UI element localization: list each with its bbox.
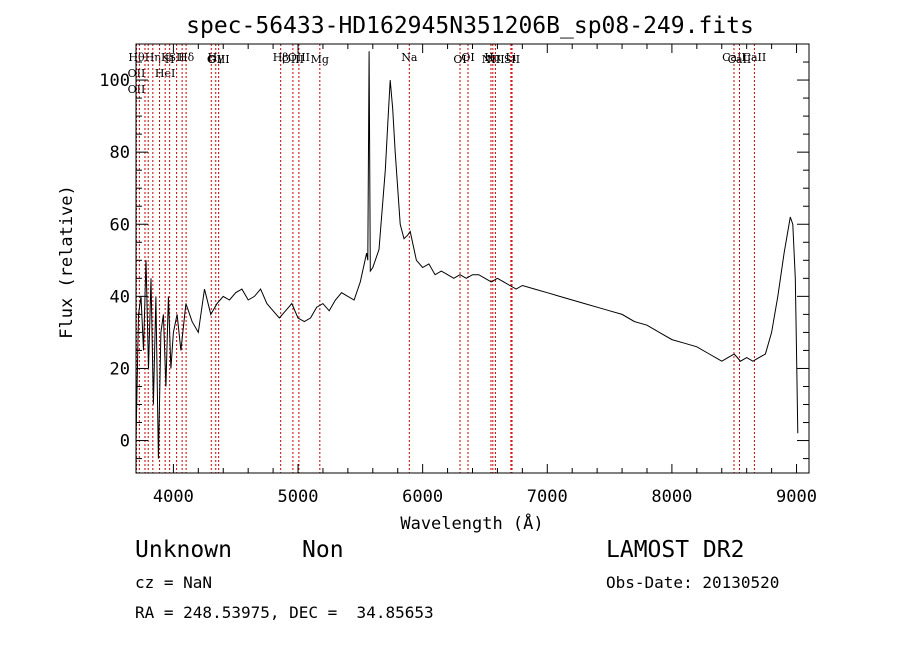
- spectral-line-label: G: [207, 53, 216, 66]
- y-tick-label: 100: [99, 71, 130, 91]
- spectral-line-label: Hα: [484, 51, 502, 64]
- spectral-line-label: OI: [453, 53, 466, 66]
- spectral-line-label: Hβ: [273, 51, 289, 64]
- object-subclass: Non: [302, 537, 344, 563]
- spectral-line-label: H: [165, 53, 175, 66]
- spectral-line-label: SII: [169, 51, 185, 64]
- object-class: Unknown: [135, 537, 232, 563]
- x-tick-label: 4000: [153, 487, 194, 507]
- axis-ticks: 4000 5000 6000 7000 8000 9000 0 20 40 60 80 100: [99, 44, 817, 507]
- chart-title: spec-56433-HD162945N351206B_sp08-249.fit…: [186, 13, 754, 39]
- spectral-line-label: OIII: [208, 53, 230, 66]
- spectral-line-label: Na: [401, 51, 418, 64]
- y-axis-label: Flux (relative): [57, 185, 77, 339]
- observation-date: Obs-Date: 20130520: [606, 573, 780, 592]
- survey-name: LAMOST DR2: [606, 537, 745, 563]
- spectral-line-label: Hθ: [128, 51, 145, 64]
- spectral-line-label: SII: [504, 53, 520, 66]
- coordinates: RA = 248.53975, DEC = 34.85653: [135, 603, 434, 622]
- spectral-line-label: CaII: [743, 51, 767, 64]
- y-tick-label: 0: [120, 432, 130, 452]
- x-axis-label: Wavelength (Å): [400, 512, 543, 534]
- spectral-line-label: HeI: [155, 67, 175, 80]
- spectral-line-label: CaII: [728, 53, 752, 66]
- x-tick-label: 8000: [651, 487, 692, 507]
- spectral-line-label: OI: [461, 51, 474, 64]
- y-tick-label: 40: [110, 287, 130, 307]
- x-tick-label: 7000: [527, 487, 568, 507]
- spectral-line-label: Hη: [145, 51, 161, 64]
- x-tick-label: 5000: [278, 487, 319, 507]
- spectral-line-label: Li: [505, 51, 516, 64]
- x-tick-label: 6000: [402, 487, 443, 507]
- spectral-line-label: OIII: [288, 51, 310, 64]
- spectral-line-label: NII: [486, 53, 504, 66]
- spectral-line-label: Hγ: [208, 51, 225, 64]
- y-tick-label: 80: [110, 143, 130, 163]
- spectral-line-label: K: [161, 51, 170, 64]
- y-tick-label: 60: [110, 215, 130, 235]
- spectrum-series: [135, 51, 799, 459]
- y-tick-label: 20: [110, 359, 130, 379]
- spectral-line-label: Mg: [311, 53, 329, 66]
- redshift-cz: cz = NaN: [135, 573, 213, 592]
- x-tick-label: 9000: [776, 487, 817, 507]
- spectral-line-label: Hδ: [178, 51, 195, 64]
- plot-frame: [135, 43, 810, 474]
